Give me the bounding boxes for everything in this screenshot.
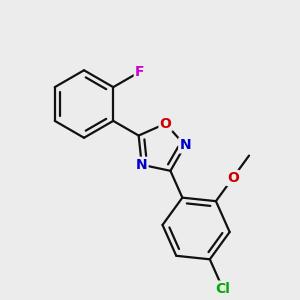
Text: F: F (135, 65, 144, 79)
Text: Cl: Cl (215, 282, 230, 296)
Text: N: N (136, 158, 148, 172)
Text: N: N (179, 138, 191, 152)
Text: O: O (160, 117, 171, 130)
Text: O: O (227, 171, 239, 185)
